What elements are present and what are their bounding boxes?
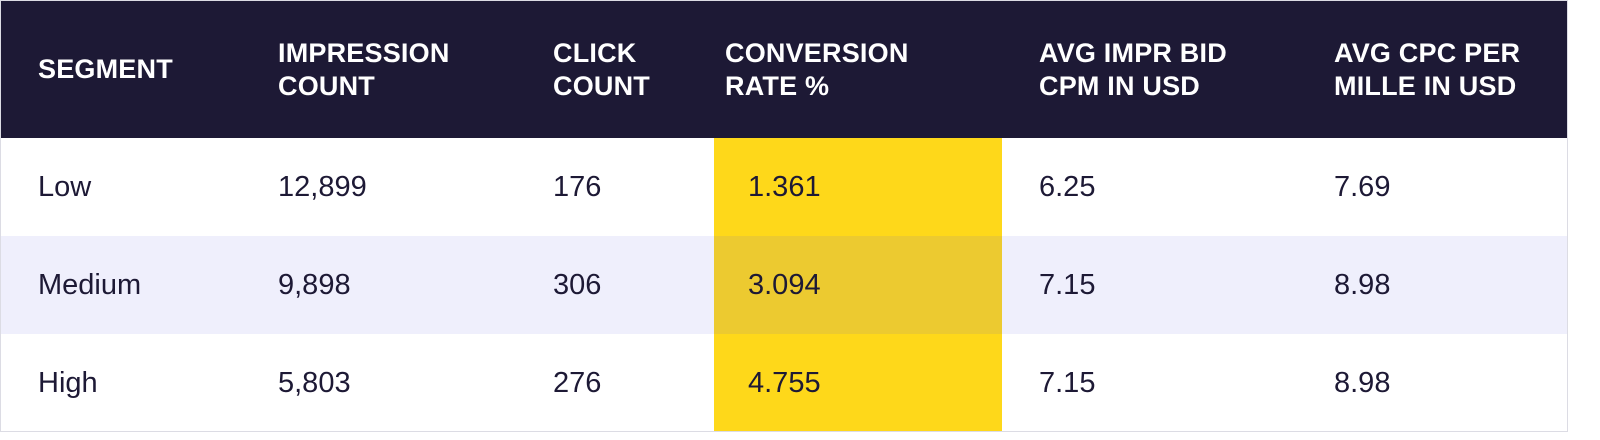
cell-impression-count: 9,898 (278, 268, 351, 301)
cell-click-count: 176 (553, 170, 602, 203)
header-avg-impr-bid-cpm-line-2: CPM IN USD (1039, 70, 1201, 101)
header-impression-count-line-1: IMPRESSION (278, 37, 450, 68)
data-table-container: SEGMENT IMPRESSION COUNT CLICK COUNT CONVE… (0, 0, 1568, 432)
header-impression-count-line-2: COUNT (278, 70, 375, 101)
cell-avg-impr-bid-cpm: 6.25 (1039, 170, 1096, 203)
cell-conversion-rate: 3.094 (714, 236, 1002, 334)
header-avg-cpc-per-mille-line-1: AVG CPC PER (1334, 37, 1521, 68)
cell-avg-cpc-per-mille: 8.98 (1334, 268, 1391, 301)
header-avg-impr-bid-cpm-line-1: AVG IMPR BID (1039, 37, 1227, 68)
cell-impression-count: 5,803 (278, 366, 351, 399)
header-conversion-rate: CONVERSION RATE % (714, 1, 1002, 138)
header-avg-impr-bid-cpm: AVG IMPR BID CPM IN USD (1002, 1, 1297, 138)
cell-conversion-rate: 4.755 (714, 334, 1002, 431)
header-impression-count: IMPRESSION COUNT (241, 1, 516, 138)
cell-click-count: 306 (553, 268, 602, 301)
cell-impression-count: 12,899 (278, 170, 367, 203)
cell-click-count: 276 (553, 366, 602, 399)
header-conversion-rate-line-1: CONVERSION (725, 37, 909, 68)
header-click-count-line-1: CLICK (553, 37, 637, 68)
cell-avg-impr-bid-cpm: 7.15 (1039, 268, 1096, 301)
table-row-high: High 5,803 276 4.755 7.15 8.98 (1, 334, 1567, 431)
segment-metrics-table: SEGMENT IMPRESSION COUNT CLICK COUNT CONVE… (1, 1, 1567, 431)
cell-avg-impr-bid-cpm: 7.15 (1039, 366, 1096, 399)
header-avg-cpc-per-mille-line-2: MILLE IN USD (1334, 70, 1517, 101)
cell-conversion-rate: 1.361 (714, 138, 1002, 236)
cell-segment: Low (38, 170, 92, 203)
header-segment: SEGMENT (1, 1, 241, 138)
cell-segment: High (38, 366, 98, 399)
header-conversion-rate-line-2: RATE % (725, 70, 830, 101)
table-body: Low 12,899 176 1.361 6.25 7.69 Medium 9,… (1, 138, 1567, 431)
cell-avg-cpc-per-mille: 8.98 (1334, 366, 1391, 399)
cell-avg-cpc-per-mille: 7.69 (1334, 170, 1391, 203)
table-header: SEGMENT IMPRESSION COUNT CLICK COUNT CONVE… (1, 1, 1567, 138)
header-row: SEGMENT IMPRESSION COUNT CLICK COUNT CONVE… (1, 1, 1567, 138)
cell-segment: Medium (38, 268, 142, 301)
table-row-low: Low 12,899 176 1.361 6.25 7.69 (1, 138, 1567, 236)
header-avg-cpc-per-mille: AVG CPC PER MILLE IN USD (1297, 1, 1567, 138)
table-row-medium: Medium 9,898 306 3.094 7.15 8.98 (1, 236, 1567, 334)
header-click-count-line-2: COUNT (553, 70, 650, 101)
header-segment-line-1: SEGMENT (38, 54, 173, 84)
header-click-count: CLICK COUNT (516, 1, 714, 138)
